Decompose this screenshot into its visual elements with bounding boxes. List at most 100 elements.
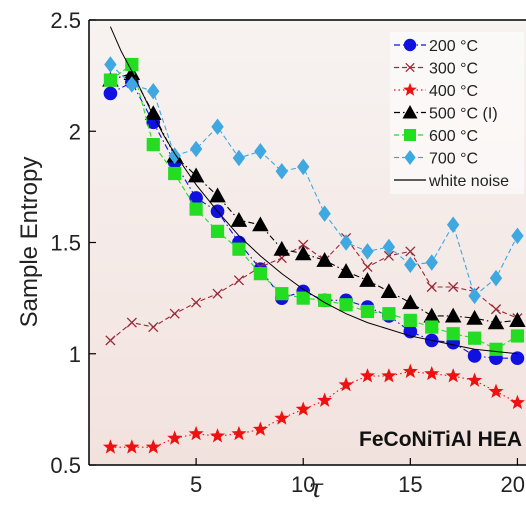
legend-marker	[404, 129, 416, 141]
data-point	[425, 320, 439, 334]
data-point	[188, 425, 204, 441]
data-point	[125, 76, 139, 93]
data-point	[404, 256, 417, 273]
legend-label: 300 °C	[429, 61, 478, 78]
data-point	[445, 368, 461, 383]
data-point	[167, 430, 183, 445]
data-point	[146, 138, 160, 152]
data-point	[104, 56, 117, 73]
data-point	[337, 263, 355, 279]
data-point	[424, 365, 440, 381]
legend-marker	[402, 105, 418, 119]
data-point	[423, 307, 440, 323]
series-white-noise	[109, 26, 518, 355]
legend-marker	[403, 38, 417, 52]
series-400-c	[102, 363, 525, 454]
y-tick-label: 2	[69, 119, 81, 144]
legend-label: 200 °C	[429, 38, 478, 55]
x-tick-label: 5	[190, 472, 202, 497]
data-point	[487, 314, 505, 330]
data-point	[510, 351, 525, 366]
series-line	[109, 26, 518, 355]
data-point	[382, 307, 396, 321]
data-point	[254, 143, 267, 160]
data-point	[402, 294, 419, 310]
legend-label: 500 °C (I)	[429, 106, 498, 123]
data-point	[125, 57, 139, 72]
data-point	[467, 372, 483, 387]
data-point	[510, 329, 525, 343]
data-point	[103, 86, 118, 101]
data-point	[488, 383, 504, 398]
data-point	[361, 243, 374, 260]
data-point	[168, 166, 182, 181]
data-point	[145, 439, 161, 454]
data-point	[490, 304, 502, 315]
data-point	[210, 224, 225, 238]
data-point	[466, 309, 483, 325]
x-tick-label: 10	[291, 472, 315, 497]
data-point	[123, 65, 141, 80]
x-tick-label: 15	[398, 472, 422, 497]
data-point	[318, 293, 332, 307]
data-point	[296, 291, 310, 305]
data-point	[489, 342, 503, 356]
data-point	[102, 439, 118, 454]
data-point	[339, 298, 353, 312]
data-point	[446, 327, 460, 341]
legend-label: 400 °C	[429, 83, 478, 100]
legend-label: 700 °C	[429, 151, 478, 168]
data-point	[232, 149, 246, 167]
data-point	[509, 312, 526, 327]
data-point	[426, 281, 437, 293]
data-point	[275, 163, 288, 180]
legend: 200 °C 300 °C 400 °C 500 °C (I) 600 °C 700 °C…	[390, 32, 524, 194]
data-point	[297, 158, 310, 176]
data-point	[509, 394, 525, 410]
data-point	[189, 191, 203, 205]
data-point	[233, 275, 245, 286]
data-point	[169, 308, 180, 319]
x-tick-label: 20	[501, 472, 525, 497]
series-700-c	[104, 56, 524, 305]
data-point	[211, 118, 224, 136]
series-layer	[102, 26, 526, 454]
y-tick-label: 1	[69, 342, 81, 367]
y-tick-label: 2.5	[50, 8, 81, 33]
series-600-c	[103, 57, 525, 356]
y-axis-label: Sample Entropy	[16, 157, 43, 328]
data-point	[212, 288, 223, 299]
data-point	[511, 227, 524, 245]
data-point	[209, 187, 226, 203]
x-axis-label: τ	[309, 474, 324, 504]
data-point	[381, 368, 397, 383]
data-point	[147, 82, 160, 100]
data-point	[338, 376, 354, 392]
legend-marker	[405, 62, 415, 73]
data-point	[380, 283, 398, 299]
data-point	[298, 239, 309, 250]
data-point	[362, 261, 373, 273]
data-point	[294, 245, 312, 261]
data-point	[275, 287, 289, 301]
data-point	[124, 439, 140, 454]
y-tick-label: 0.5	[50, 453, 81, 478]
data-point	[467, 331, 482, 345]
data-point	[446, 216, 460, 233]
data-point	[230, 212, 248, 227]
data-point	[253, 267, 267, 281]
data-point	[168, 147, 181, 164]
data-point	[231, 425, 247, 441]
data-point	[252, 421, 268, 436]
data-point	[318, 205, 331, 222]
data-point	[295, 401, 311, 416]
data-point	[126, 317, 137, 328]
data-point	[444, 307, 462, 323]
y-tick-label: 1.5	[50, 231, 81, 256]
data-point	[448, 281, 459, 293]
series-500-c-i-	[102, 65, 526, 330]
data-point	[189, 202, 203, 216]
data-point	[468, 287, 481, 305]
data-point	[317, 392, 333, 407]
